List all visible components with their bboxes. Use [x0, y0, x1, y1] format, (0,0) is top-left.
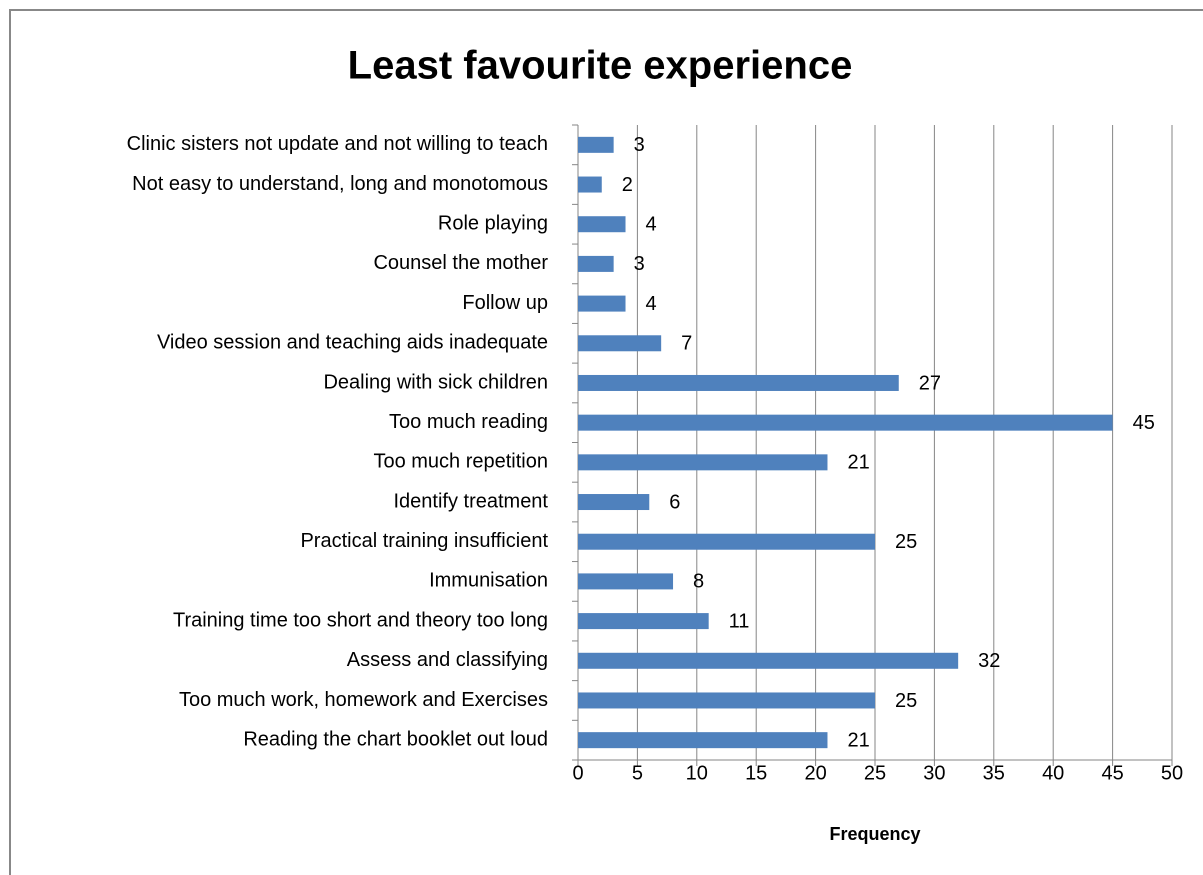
x-tick-label: 5	[632, 762, 643, 784]
bar	[578, 454, 828, 471]
bar	[578, 216, 626, 233]
bar	[578, 732, 828, 749]
bar	[578, 533, 875, 550]
y-tick-label: Assess and classifying	[347, 649, 548, 671]
value-label: 11	[729, 610, 750, 632]
bar	[578, 692, 875, 709]
x-tick-label: 0	[572, 762, 583, 784]
x-axis-label: Frequency	[829, 824, 920, 844]
bar	[578, 613, 709, 630]
y-tick-label: Follow up	[462, 292, 548, 314]
value-label: 6	[669, 491, 680, 513]
y-tick-label: Counsel the mother	[373, 252, 548, 274]
bar	[578, 494, 650, 511]
bar	[578, 176, 602, 193]
value-label: 21	[847, 729, 869, 751]
y-tick-label: Too much work, homework and Exercises	[179, 689, 548, 711]
value-label: 45	[1133, 412, 1155, 434]
x-tick-label: 35	[983, 762, 1005, 784]
y-tick-label: Too much repetition	[373, 451, 548, 473]
bar	[578, 573, 674, 590]
bar	[578, 255, 614, 272]
y-tick-label: Reading the chart booklet out loud	[243, 728, 548, 750]
bar	[578, 374, 899, 391]
value-label: 4	[646, 293, 657, 315]
x-tick-label: 40	[1042, 762, 1064, 784]
bar	[578, 335, 662, 352]
value-label: 7	[681, 333, 692, 355]
value-label: 8	[693, 571, 704, 593]
y-tick-label: Dealing with sick children	[323, 371, 548, 393]
value-label: 3	[634, 253, 645, 275]
chart-title: Least favourite experience	[348, 44, 853, 88]
x-tick-label: 50	[1161, 762, 1183, 784]
x-tick-label: 15	[745, 762, 767, 784]
y-tick-label: Identify treatment	[393, 490, 548, 512]
bar	[578, 652, 959, 669]
y-tick-label: Practical training insufficient	[300, 530, 548, 552]
value-label: 25	[895, 531, 917, 553]
x-tick-label: 45	[1101, 762, 1123, 784]
value-label: 27	[919, 372, 941, 394]
value-label: 25	[895, 690, 917, 712]
bar	[578, 136, 614, 153]
value-label: 21	[847, 452, 869, 474]
chart-border	[9, 9, 1203, 875]
bar	[578, 295, 626, 312]
y-tick-label: Clinic sisters not update and not willin…	[127, 133, 548, 155]
y-tick-label: Role playing	[438, 213, 548, 235]
y-tick-label: Not easy to understand, long and monotom…	[132, 173, 548, 195]
y-tick-label: Video session and teaching aids inadequa…	[157, 332, 548, 354]
x-tick-label: 10	[686, 762, 708, 784]
value-label: 2	[622, 174, 633, 196]
value-label: 4	[646, 214, 657, 236]
value-label: 32	[978, 650, 1000, 672]
y-tick-label: Too much reading	[389, 411, 548, 433]
bar	[578, 414, 1113, 431]
y-tick-label: Training time too short and theory too l…	[173, 609, 548, 631]
y-tick-label: Immunisation	[429, 570, 548, 592]
x-tick-label: 25	[864, 762, 886, 784]
x-tick-label: 20	[804, 762, 826, 784]
value-label: 3	[634, 134, 645, 156]
x-tick-label: 30	[923, 762, 945, 784]
